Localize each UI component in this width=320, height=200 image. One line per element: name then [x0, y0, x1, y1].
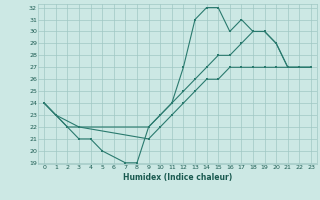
X-axis label: Humidex (Indice chaleur): Humidex (Indice chaleur)	[123, 173, 232, 182]
